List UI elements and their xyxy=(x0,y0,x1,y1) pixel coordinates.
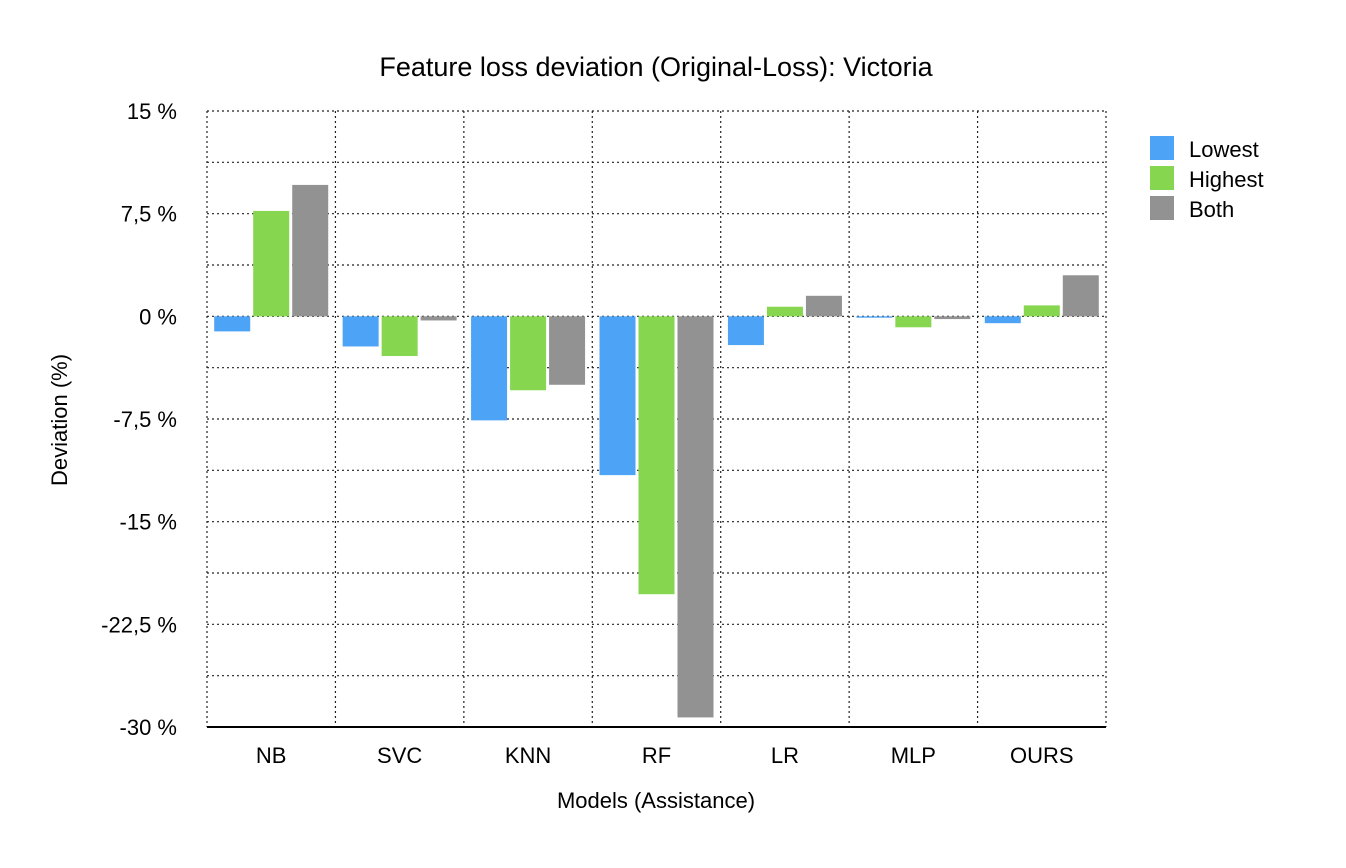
bar-rf-highest xyxy=(638,316,675,595)
bar-lr-lowest xyxy=(727,316,764,346)
bar-knn-highest xyxy=(510,316,547,391)
bar-lr-both xyxy=(805,295,842,317)
bar-knn-both xyxy=(549,316,586,385)
bar-ours-both xyxy=(1062,275,1099,317)
bar-svc-highest xyxy=(381,316,418,357)
bar-ours-lowest xyxy=(984,316,1021,324)
x-tick-label: KNN xyxy=(505,743,551,768)
legend-swatch-lowest xyxy=(1150,136,1174,160)
legend-label-highest: Highest xyxy=(1189,167,1264,192)
x-tick-label: RF xyxy=(642,743,671,768)
bar-mlp-both xyxy=(934,316,971,320)
y-axis-label: Deviation (%) xyxy=(47,354,72,486)
bar-knn-lowest xyxy=(471,316,508,421)
x-axis-label: Models (Assistance) xyxy=(557,788,755,813)
legend-label-lowest: Lowest xyxy=(1189,137,1259,162)
bar-nb-highest xyxy=(253,210,290,317)
x-tick-label: NB xyxy=(256,743,287,768)
y-tick-label: -15 % xyxy=(120,510,177,535)
bar-rf-both xyxy=(677,316,714,718)
y-tick-label: -7,5 % xyxy=(113,407,177,432)
bar-mlp-highest xyxy=(895,316,932,328)
bar-lr-highest xyxy=(766,306,803,317)
x-tick-label: SVC xyxy=(377,743,422,768)
bar-svc-lowest xyxy=(342,316,379,347)
chart-title: Feature loss deviation (Original-Loss): … xyxy=(379,52,933,82)
legend-swatch-both xyxy=(1150,196,1174,220)
axes: 15 % 7,5 % 0 % -7,5 % -15 % -22,5 % -30 % NB SVC… xyxy=(101,99,1106,768)
x-tick-label: LR xyxy=(771,743,799,768)
y-tick-label: -22,5 % xyxy=(101,612,177,637)
y-tick-label: 0 % xyxy=(139,304,177,329)
bar-rf-lowest xyxy=(599,316,636,476)
y-tick-label: 7,5 % xyxy=(121,202,177,227)
bar-svc-both xyxy=(420,316,457,321)
bar-nb-both xyxy=(292,184,329,317)
x-tick-label: MLP xyxy=(891,743,936,768)
legend-label-both: Both xyxy=(1189,197,1234,222)
bar-mlp-lowest xyxy=(856,316,893,318)
x-tick-label: OURS xyxy=(1010,743,1074,768)
legend: Lowest Highest Both xyxy=(1150,136,1264,222)
legend-swatch-highest xyxy=(1150,166,1174,190)
y-tick-label: -30 % xyxy=(120,715,177,740)
bar-nb-lowest xyxy=(214,316,251,332)
bars xyxy=(214,184,1099,718)
bar-ours-highest xyxy=(1023,305,1060,317)
y-tick-label: 15 % xyxy=(127,99,177,124)
